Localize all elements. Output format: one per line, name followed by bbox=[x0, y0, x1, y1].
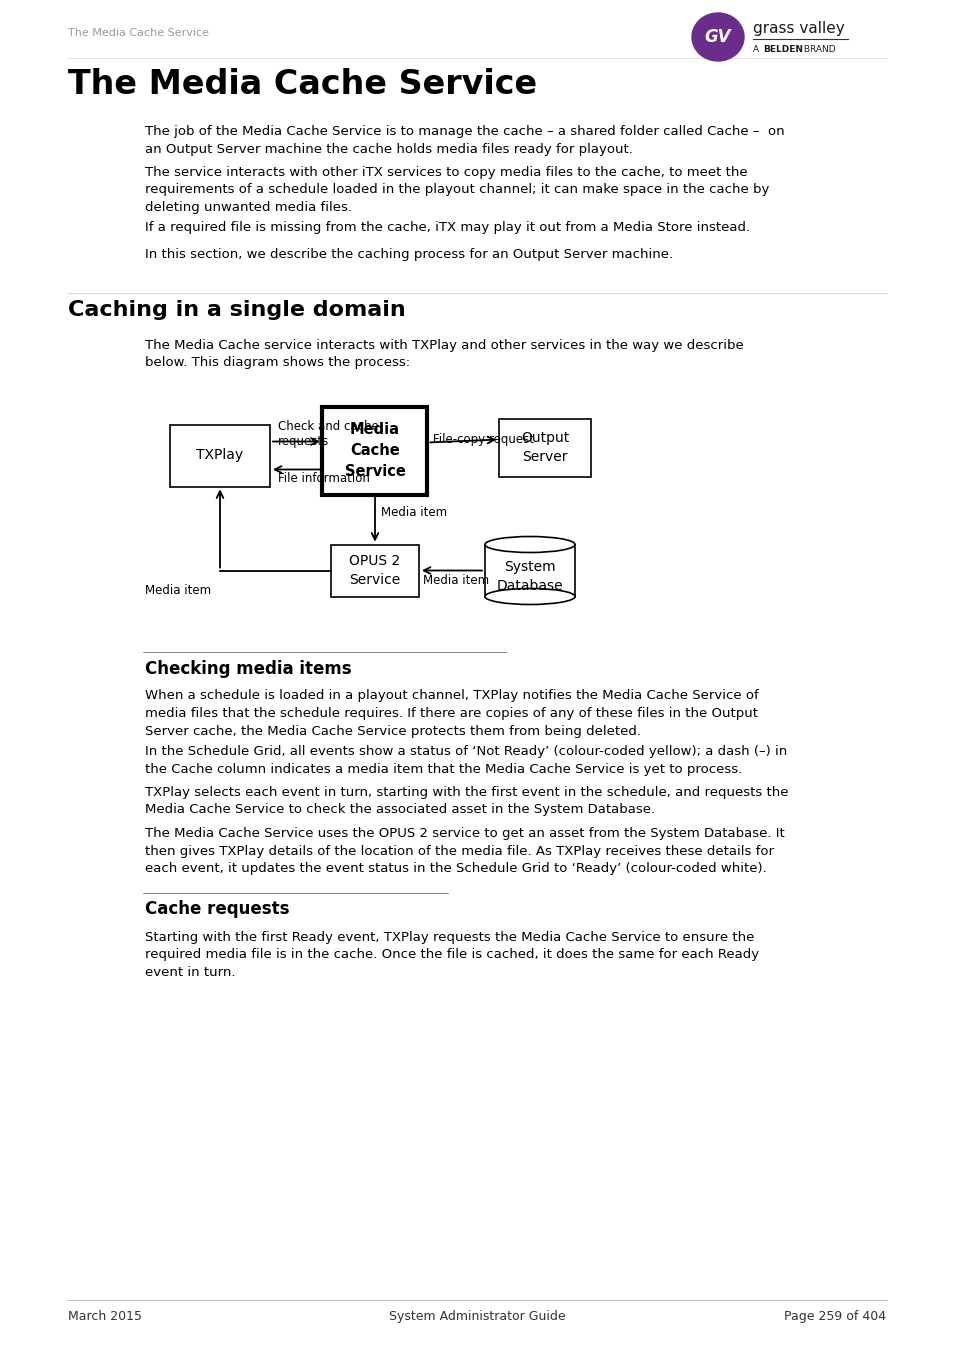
Text: File information: File information bbox=[277, 471, 370, 485]
Bar bbox=[331, 544, 418, 597]
Text: Media
Cache
Service: Media Cache Service bbox=[344, 423, 405, 479]
Text: TXPlay: TXPlay bbox=[196, 448, 243, 463]
Text: OPUS 2
Service: OPUS 2 Service bbox=[349, 554, 400, 587]
Text: In this section, we describe the caching process for an Output Server machine.: In this section, we describe the caching… bbox=[145, 248, 673, 261]
Text: Check and cache
requests: Check and cache requests bbox=[277, 420, 378, 448]
Text: BRAND: BRAND bbox=[801, 45, 835, 54]
Text: Caching in a single domain: Caching in a single domain bbox=[68, 301, 405, 320]
Text: The Media Cache Service: The Media Cache Service bbox=[68, 68, 537, 101]
Text: Output
Server: Output Server bbox=[520, 431, 569, 464]
Text: The service interacts with other iTX services to copy media files to the cache, : The service interacts with other iTX ser… bbox=[145, 166, 768, 215]
Text: Checking media items: Checking media items bbox=[145, 660, 352, 678]
Bar bbox=[484, 544, 575, 597]
Text: When a schedule is loaded in a playout channel, TXPlay notifies the Media Cache : When a schedule is loaded in a playout c… bbox=[145, 690, 758, 737]
Text: GV: GV bbox=[704, 28, 731, 46]
Text: Cache requests: Cache requests bbox=[145, 900, 289, 918]
Text: The job of the Media Cache Service is to manage the cache – a shared folder call: The job of the Media Cache Service is to… bbox=[145, 126, 783, 155]
Text: If a required file is missing from the cache, iTX may play it out from a Media S: If a required file is missing from the c… bbox=[145, 221, 749, 235]
Bar bbox=[170, 424, 270, 486]
Text: The Media Cache service interacts with TXPlay and other services in the way we d: The Media Cache service interacts with T… bbox=[145, 339, 743, 369]
Text: Media item: Media item bbox=[380, 506, 447, 520]
Text: Media item: Media item bbox=[422, 575, 489, 587]
Text: System Administrator Guide: System Administrator Guide bbox=[388, 1310, 565, 1323]
Text: The Media Cache Service: The Media Cache Service bbox=[68, 28, 209, 38]
Text: TXPlay selects each event in turn, starting with the first event in the schedule: TXPlay selects each event in turn, start… bbox=[145, 786, 788, 817]
Text: In the Schedule Grid, all events show a status of ‘Not Ready’ (colour-coded yell: In the Schedule Grid, all events show a … bbox=[145, 745, 786, 775]
Text: Media item: Media item bbox=[145, 585, 211, 598]
Text: A: A bbox=[752, 45, 761, 54]
Text: grass valley: grass valley bbox=[752, 22, 843, 36]
Bar bbox=[498, 418, 590, 477]
Ellipse shape bbox=[484, 536, 575, 552]
Ellipse shape bbox=[691, 14, 743, 61]
Text: March 2015: March 2015 bbox=[68, 1310, 142, 1323]
Text: BELDEN: BELDEN bbox=[762, 45, 802, 54]
Text: System
Database: System Database bbox=[497, 560, 562, 593]
Text: Starting with the first Ready event, TXPlay requests the Media Cache Service to : Starting with the first Ready event, TXP… bbox=[145, 930, 759, 979]
Bar bbox=[322, 406, 427, 494]
Ellipse shape bbox=[484, 589, 575, 605]
Text: Page 259 of 404: Page 259 of 404 bbox=[783, 1310, 885, 1323]
Text: The Media Cache Service uses the OPUS 2 service to get an asset from the System : The Media Cache Service uses the OPUS 2 … bbox=[145, 828, 784, 875]
Text: File-copy request: File-copy request bbox=[433, 432, 534, 446]
